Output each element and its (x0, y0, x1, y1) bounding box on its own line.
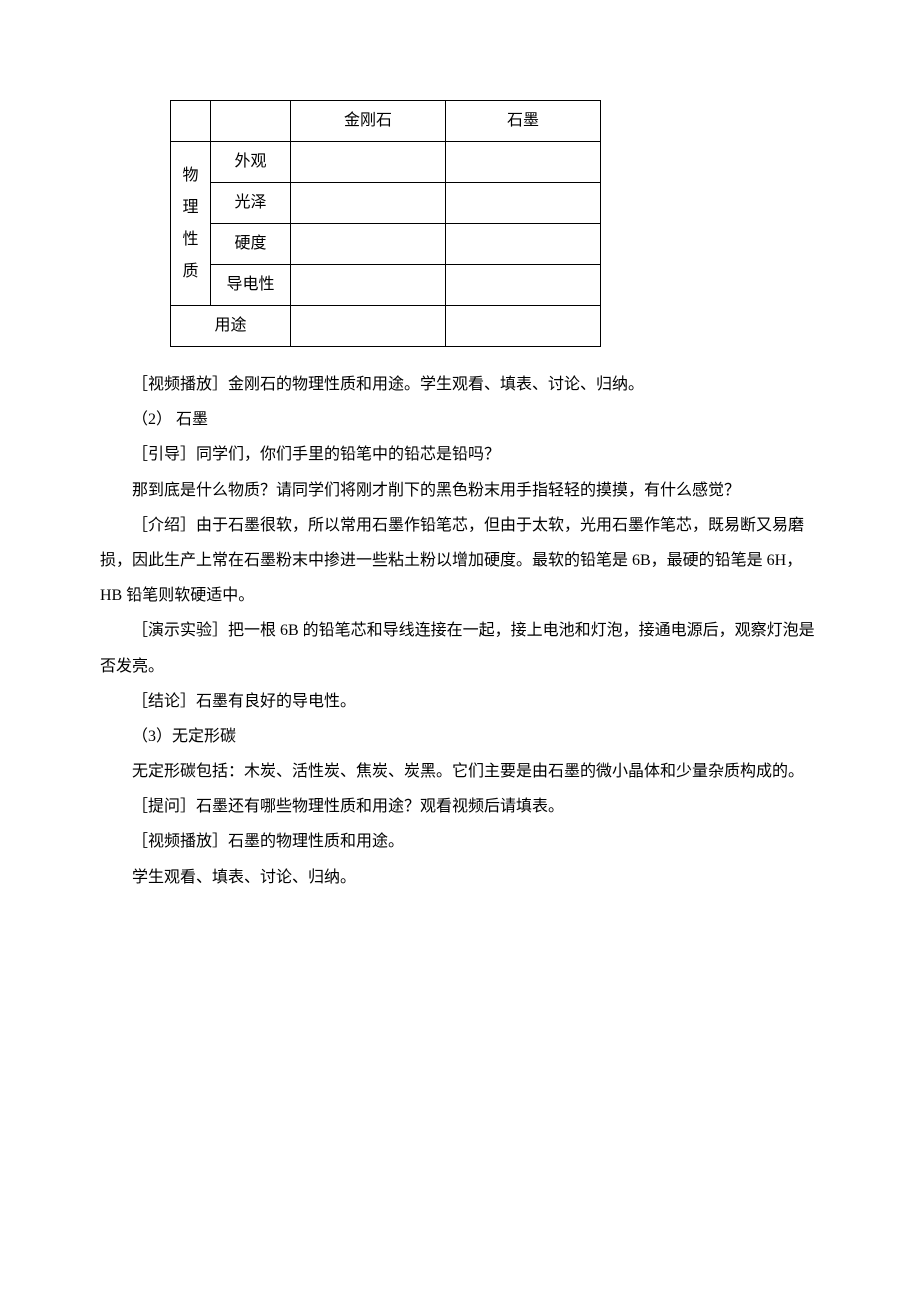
table-header-row: 金刚石 石墨 (171, 101, 601, 142)
table-row-conductivity: 导电性 (171, 265, 601, 306)
table-row-use: 用途 (171, 306, 601, 347)
paragraph-section-graphite: （2） 石墨 (100, 402, 820, 437)
cell-diamond-luster (291, 183, 446, 224)
properties-table-container: 金刚石 石墨 物理性质 外观 光泽 硬度 导电性 用途 (170, 100, 820, 347)
table-row-hardness: 硬度 (171, 224, 601, 265)
cell-diamond-appearance (291, 142, 446, 183)
table-row-appearance: 物理性质 外观 (171, 142, 601, 183)
row-group-physical: 物理性质 (171, 142, 211, 306)
cell-diamond-use (291, 306, 446, 347)
paragraph-conclusion: ［结论］石墨有良好的导电性。 (100, 684, 820, 719)
row-label-conductivity: 导电性 (211, 265, 291, 306)
cell-graphite-luster (446, 183, 601, 224)
row-label-use: 用途 (171, 306, 291, 347)
cell-diamond-hardness (291, 224, 446, 265)
paragraph-video-graphite: ［视频播放］石墨的物理性质和用途。 (100, 824, 820, 859)
header-graphite: 石墨 (446, 101, 601, 142)
paragraph-video-diamond: ［视频播放］金刚石的物理性质和用途。学生观看、填表、讨论、归纳。 (100, 367, 820, 402)
cell-graphite-appearance (446, 142, 601, 183)
header-diamond: 金刚石 (291, 101, 446, 142)
row-label-hardness: 硬度 (211, 224, 291, 265)
header-empty-1 (171, 101, 211, 142)
table-row-luster: 光泽 (171, 183, 601, 224)
paragraph-guide: ［引导］同学们，你们手里的铅笔中的铅芯是铅吗？ (100, 437, 820, 472)
row-label-luster: 光泽 (211, 183, 291, 224)
cell-graphite-conductivity (446, 265, 601, 306)
cell-graphite-hardness (446, 224, 601, 265)
paragraph-section-amorphous: （3）无定形碳 (100, 719, 820, 754)
header-empty-2 (211, 101, 291, 142)
cell-graphite-use (446, 306, 601, 347)
paragraph-question-substance: 那到底是什么物质？请同学们将刚才削下的黑色粉末用手指轻轻的摸摸，有什么感觉？ (100, 473, 820, 508)
paragraph-question-graphite: ［提问］石墨还有哪些物理性质和用途？观看视频后请填表。 (100, 789, 820, 824)
paragraph-amorphous-include: 无定形碳包括：木炭、活性炭、焦炭、炭黑。它们主要是由石墨的微小晶体和少量杂质构成… (100, 754, 820, 789)
paragraph-introduce-graphite: ［介绍］由于石墨很软，所以常用石墨作铅笔芯，但由于太软，光用石墨作笔芯，既易断又… (100, 508, 820, 614)
paragraph-demo-experiment: ［演示实验］把一根 6B 的铅笔芯和导线连接在一起，接上电池和灯泡，接通电源后，… (100, 613, 820, 683)
properties-table: 金刚石 石墨 物理性质 外观 光泽 硬度 导电性 用途 (170, 100, 601, 347)
cell-diamond-conductivity (291, 265, 446, 306)
paragraph-student-action: 学生观看、填表、讨论、归纳。 (100, 860, 820, 895)
row-label-appearance: 外观 (211, 142, 291, 183)
